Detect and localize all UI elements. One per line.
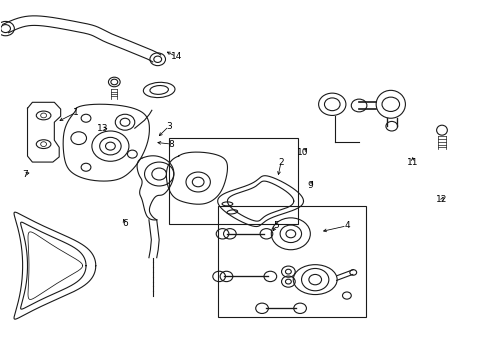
Text: 11: 11 bbox=[406, 158, 418, 167]
Text: 3: 3 bbox=[166, 122, 171, 131]
Text: 2: 2 bbox=[278, 158, 284, 167]
Text: 13: 13 bbox=[97, 124, 109, 133]
Text: 12: 12 bbox=[435, 195, 447, 204]
Text: 7: 7 bbox=[22, 170, 28, 179]
Text: 4: 4 bbox=[344, 221, 349, 230]
Text: 10: 10 bbox=[297, 148, 308, 157]
Text: 6: 6 bbox=[122, 219, 128, 228]
Text: 9: 9 bbox=[307, 181, 312, 190]
Text: 14: 14 bbox=[170, 52, 182, 61]
Text: 5: 5 bbox=[273, 221, 279, 230]
Text: 8: 8 bbox=[168, 140, 174, 149]
Bar bbox=[217, 206, 366, 318]
Text: 1: 1 bbox=[73, 108, 79, 117]
Bar bbox=[168, 138, 298, 224]
